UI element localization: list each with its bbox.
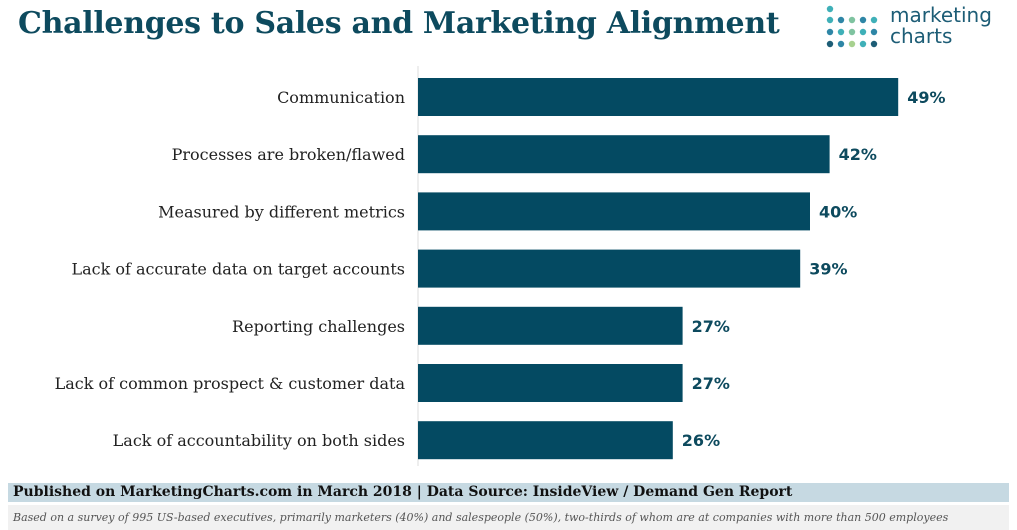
value-label: 27%	[692, 317, 730, 336]
bar	[418, 364, 683, 402]
value-label: 39%	[809, 260, 847, 279]
note-text: Based on a survey of 995 US-based execut…	[13, 511, 949, 524]
logo-line-2: charts	[890, 24, 953, 48]
value-label: 40%	[819, 202, 857, 221]
category-label: Communication	[277, 88, 405, 107]
marketingcharts-logo: marketing charts	[826, 5, 1011, 53]
source-footer: Published on MarketingCharts.com in Marc…	[8, 483, 1009, 502]
value-label: 26%	[682, 431, 720, 450]
category-label: Processes are broken/flawed	[172, 145, 405, 164]
bar-chart: Communication 49% Processes are broken/fla…	[55, 66, 945, 466]
bar	[418, 306, 683, 345]
bar	[418, 421, 673, 460]
source-text: Published on MarketingCharts.com in Marc…	[13, 484, 793, 500]
value-label: 49%	[907, 88, 945, 107]
category-label: Lack of accountability on both sides	[113, 431, 405, 450]
bar	[418, 78, 899, 116]
category-label: Reporting challenges	[232, 317, 405, 336]
category-label: Lack of common prospect & customer data	[55, 374, 406, 393]
methodology-note: Based on a survey of 995 US-based execut…	[8, 505, 1009, 530]
bar	[418, 249, 801, 288]
chart-title: Challenges to Sales and Marketing Alignm…	[18, 6, 780, 41]
bar	[418, 192, 810, 231]
bar	[418, 135, 830, 174]
category-label: Lack of accurate data on target accounts	[71, 260, 405, 279]
logo-dots-icon	[826, 5, 878, 48]
value-label: 42%	[839, 145, 877, 164]
category-label: Measured by different metrics	[158, 202, 405, 221]
value-label: 27%	[692, 374, 730, 393]
logo-line-1: marketing	[890, 3, 992, 27]
logo-wordmark: marketing charts	[890, 5, 992, 47]
